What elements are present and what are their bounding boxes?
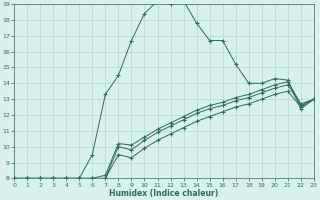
X-axis label: Humidex (Indice chaleur): Humidex (Indice chaleur) <box>109 189 219 198</box>
